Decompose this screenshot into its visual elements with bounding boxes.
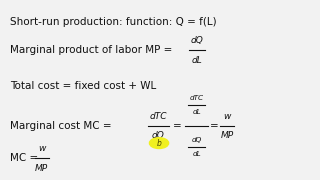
- Text: dL: dL: [193, 151, 201, 157]
- Text: dTC: dTC: [150, 112, 167, 121]
- Text: =: =: [210, 121, 219, 131]
- Text: b: b: [156, 139, 162, 148]
- Text: dQ: dQ: [190, 36, 203, 45]
- Text: MP: MP: [220, 131, 234, 140]
- Text: Marginal cost MC =: Marginal cost MC =: [10, 121, 115, 131]
- Text: w: w: [38, 144, 45, 153]
- Text: Marginal product of labor MP =: Marginal product of labor MP =: [10, 45, 175, 55]
- Text: Short-run production: function: Q = f(L): Short-run production: function: Q = f(L): [10, 17, 216, 27]
- Text: MC =: MC =: [10, 153, 41, 163]
- Text: Total cost = fixed cost + WL: Total cost = fixed cost + WL: [10, 81, 156, 91]
- Circle shape: [149, 138, 169, 148]
- Text: w: w: [223, 112, 231, 121]
- Text: dL: dL: [193, 109, 201, 115]
- Text: dTC: dTC: [190, 95, 204, 101]
- Text: dL: dL: [191, 56, 202, 65]
- Text: =: =: [172, 121, 181, 131]
- Text: dQ: dQ: [152, 131, 165, 140]
- Text: MP: MP: [35, 164, 48, 173]
- Text: dQ: dQ: [192, 137, 202, 143]
